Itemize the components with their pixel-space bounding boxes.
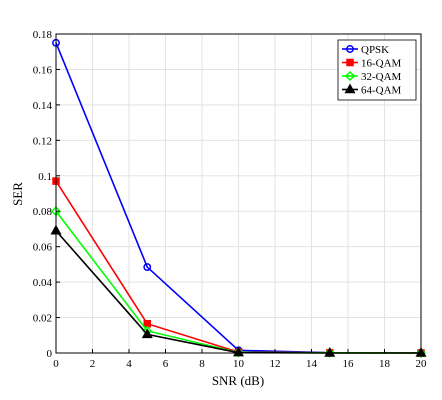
data-point-qpsk (143, 263, 152, 271)
x-axis-label: SNR (dB) (212, 373, 264, 388)
data-point-32-qam (233, 347, 244, 358)
data-point-64-qam (141, 328, 153, 339)
legend-label-64-qam: 64-QAM (361, 85, 402, 97)
legend-marker-qpsk (346, 45, 354, 53)
x-tick-label: 8 (199, 358, 205, 370)
legend-label-16-qam: 16-QAM (361, 58, 402, 70)
x-tick-label: 20 (416, 358, 428, 370)
y-tick-label: 0.18 (33, 29, 53, 41)
data-point-64-qam (324, 346, 336, 357)
legend-marker-64-qam (344, 83, 356, 94)
legend-marker-16-qam (346, 58, 354, 67)
x-tick-label: 12 (270, 358, 281, 370)
data-point-32-qam (324, 347, 335, 358)
y-axis-label: SER (10, 182, 25, 206)
x-axis-ticks: 0 2 4 6 8 10 12 14 16 18 20 (53, 349, 427, 370)
y-tick-label: 0 (47, 348, 53, 360)
data-point-32-qam (415, 347, 427, 359)
y-tick-label: 0.08 (33, 206, 53, 218)
x-tick-label: 4 (126, 358, 132, 370)
x-tick-label: 0 (53, 358, 59, 370)
y-tick-label: 0.12 (33, 135, 52, 147)
y-tick-label: 0.06 (33, 242, 53, 254)
x-tick-label: 16 (343, 358, 355, 370)
y-tick-label: 0.02 (33, 313, 52, 325)
x-tick-label: 6 (163, 358, 169, 370)
y-axis-ticks: 0 0.02 0.04 0.06 0.08 0.1 0.12 0.14 0.16 0.18 (33, 29, 60, 360)
y-tick-label: 0.16 (33, 64, 53, 76)
x-tick-label: 14 (306, 358, 318, 370)
legend-label-32-qam: 32-QAM (361, 71, 402, 83)
x-tick-label: 10 (233, 358, 245, 370)
y-tick-label: 0.04 (33, 277, 53, 289)
y-tick-label: 0.1 (38, 171, 52, 183)
x-tick-label: 2 (90, 358, 96, 370)
y-tick-label: 0.14 (33, 100, 53, 112)
x-tick-label: 18 (379, 358, 391, 370)
legend-label-qpsk: QPSK (361, 44, 389, 56)
legend-marker-32-qam (344, 70, 356, 82)
